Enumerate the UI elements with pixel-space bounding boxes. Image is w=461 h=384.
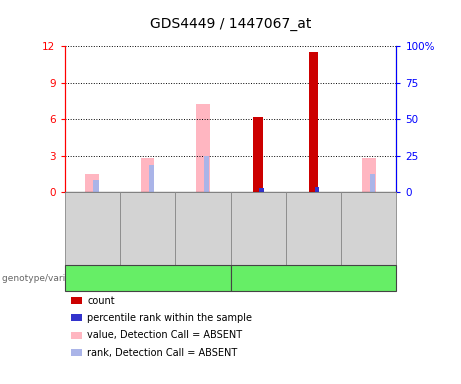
Text: count: count [87,296,115,306]
Text: wild type: wild type [124,273,171,283]
Bar [204,156,209,192]
Text: GDS4449 / 1447067_at: GDS4449 / 1447067_at [150,17,311,31]
Bar [141,158,154,192]
Text: GSM243346: GSM243346 [88,201,97,256]
Bar [253,117,263,192]
Bar [259,188,264,192]
Text: GSM243347: GSM243347 [143,201,152,256]
Text: β-Catenin overexpression: β-Catenin overexpression [247,273,380,283]
Text: rank, Detection Call = ABSENT: rank, Detection Call = ABSENT [87,348,237,358]
Text: value, Detection Call = ABSENT: value, Detection Call = ABSENT [87,330,242,340]
Text: percentile rank within the sample: percentile rank within the sample [87,313,252,323]
Text: GSM243348: GSM243348 [198,201,207,256]
Bar [93,180,99,192]
Bar [362,158,376,192]
Text: GSM509260: GSM509260 [254,201,263,256]
Bar [85,174,99,192]
Bar [314,187,319,192]
Text: genotype/variation  ▶: genotype/variation ▶ [2,273,101,283]
Bar [196,104,210,192]
Bar [148,165,154,192]
Bar [370,174,375,192]
Text: GSM509261: GSM509261 [309,201,318,256]
Text: GSM509262: GSM509262 [364,201,373,256]
Bar [308,52,319,192]
